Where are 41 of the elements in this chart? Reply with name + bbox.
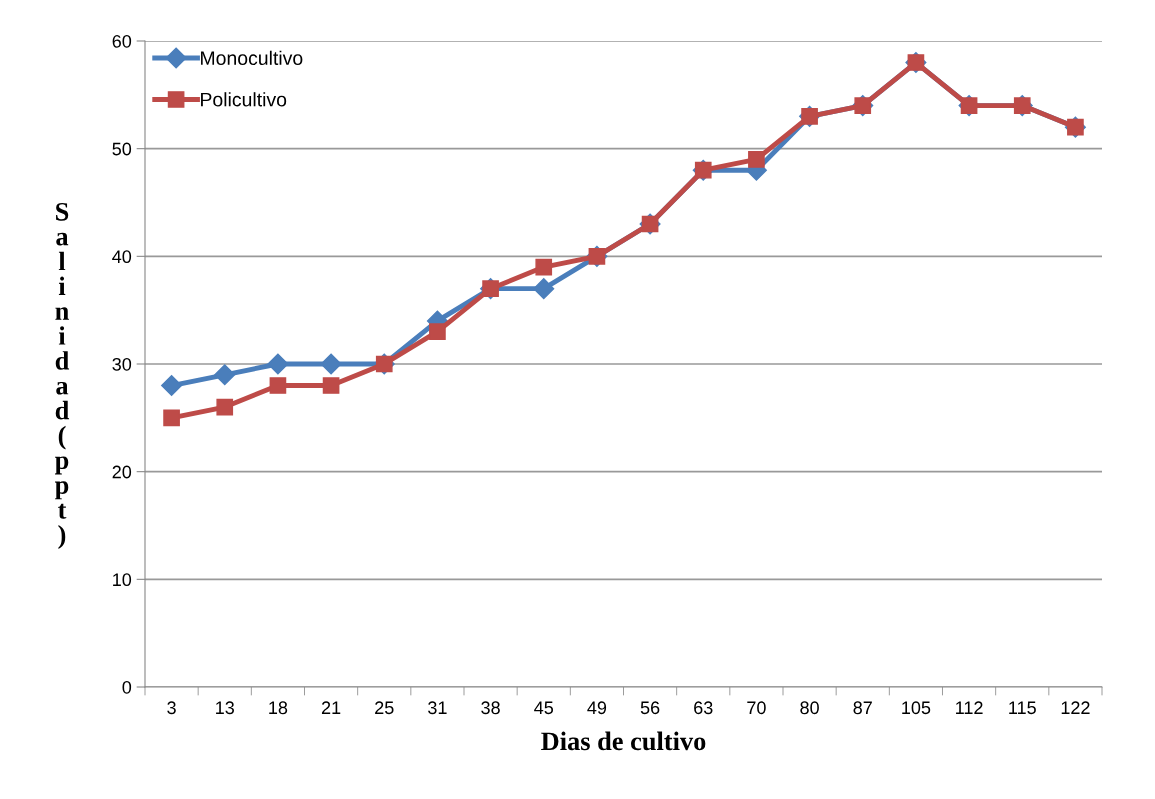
x-tick-label: 13 [216,701,234,715]
y-tick-label: 50 [112,142,132,156]
y-tick-label: 40 [112,250,132,264]
point [216,398,234,416]
x-tick-label: 87 [853,701,872,715]
point [535,258,553,276]
x-tick-label: 70 [747,701,766,715]
point [163,409,180,427]
x-tick-label: 63 [694,701,713,715]
x-tick-label: 31 [428,701,447,715]
x-tick-label: 38 [481,701,500,715]
y-tick-label: 10 [113,573,132,587]
x-tick-label: 45 [534,701,554,715]
point [533,278,555,300]
x-tick-label: 105 [902,701,931,715]
y-tick-label: 60 [112,34,132,48]
point [429,323,446,341]
x-tick-label: 115 [1009,701,1036,715]
x-tick-label: 56 [640,701,660,715]
x-axis-title: Dias de cultivo [541,731,706,751]
x-tick-label: 3 [167,701,176,715]
x-tick-label: 80 [800,701,819,715]
text: Salinidad (ppt) [55,202,70,549]
point [214,364,236,386]
y-tick-label: 0 [122,680,132,694]
x-tick-label: 112 [956,701,983,714]
x-tick-label: 49 [587,701,607,715]
point [322,377,340,394]
x-tick-label: 25 [375,701,394,715]
point [748,151,765,168]
x-tick-label: 122 [1061,701,1090,714]
point [161,375,183,397]
y-tick-label: 20 [112,465,132,479]
legend-label: Policultivo [201,92,287,107]
point [267,353,289,375]
x-tick-label: 21 [321,701,341,714]
legend-label: Monocultivo [201,50,303,65]
point [320,353,342,375]
x-tick-label: 18 [269,701,288,715]
y-tick-label: 30 [112,357,132,371]
point [269,377,287,394]
